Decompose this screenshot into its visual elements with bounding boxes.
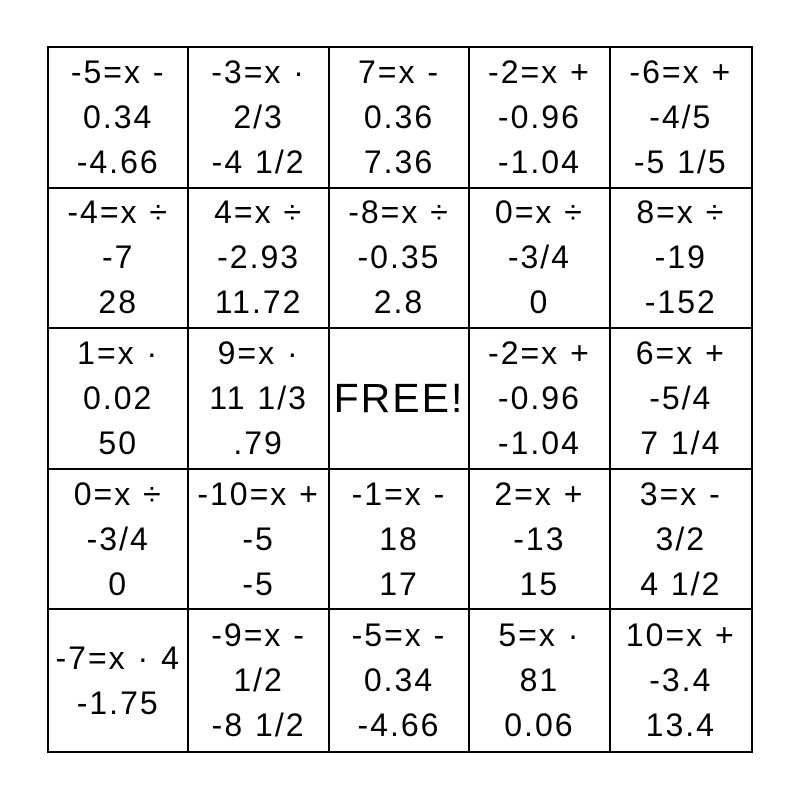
bingo-cell[interactable]: 4=x ÷ -2.93 11.72	[189, 188, 330, 330]
cell-equation: -2=x + -0.96 -1.04	[488, 334, 591, 461]
bingo-cell[interactable]: -1=x - 18 17	[329, 469, 471, 611]
bingo-cell[interactable]: -5=x - 0.34 -4.66	[330, 610, 471, 751]
bingo-cell[interactable]: 9=x · 11 1/3 .79	[189, 329, 330, 470]
cell-equation: 9=x · 11 1/3 .79	[209, 334, 308, 461]
bingo-cell[interactable]: 7=x - 0.36 7.36	[329, 48, 471, 189]
cell-equation: 2=x + -13 15	[494, 475, 585, 602]
bingo-cell[interactable]: 1=x · 0.02 50	[49, 329, 190, 470]
cell-equation: -3=x · 2/3 -4 1/2	[211, 53, 306, 180]
bingo-cell[interactable]: -5=x - 0.34 -4.66	[49, 48, 190, 189]
cell-equation: -7=x · 4 -1.75	[55, 639, 181, 721]
cell-equation: -4=x ÷ -7 28	[67, 194, 169, 321]
cell-equation: 0=x ÷ -3/4 0	[73, 475, 163, 602]
bingo-cell[interactable]: 6=x + -5/4 7 1/4	[610, 329, 751, 470]
cell-equation: -9=x - 1/2 -8 1/2	[211, 617, 306, 744]
bingo-cell[interactable]: -3=x · 2/3 -4 1/2	[189, 48, 330, 189]
cell-equation: -6=x + -4/5 -5 1/5	[629, 53, 733, 180]
bingo-cell[interactable]: -8=x ÷ -0.35 2.8	[329, 188, 471, 330]
cell-equation: 7=x - 0.36 7.36	[357, 53, 440, 180]
bingo-card: -5=x - 0.34 -4.66 -3=x · 2/3 -4 1/2 7=x …	[47, 46, 753, 753]
cell-equation: 5=x · 81 0.06	[498, 617, 581, 744]
cell-equation: -2=x + -0.96 -1.04	[488, 53, 591, 180]
bingo-cell[interactable]: 5=x · 81 0.06	[470, 610, 611, 751]
cell-equation: 4=x ÷ -2.93 11.72	[214, 194, 304, 321]
cell-equation: 10=x + -3.4 13.4	[625, 617, 736, 744]
cell-equation: -8=x ÷ -0.35 2.8	[348, 194, 450, 321]
cell-equation: -5=x - 0.34 -4.66	[70, 53, 166, 180]
bingo-cell[interactable]: -2=x + -0.96 -1.04	[470, 48, 611, 189]
bingo-cell[interactable]: -9=x - 1/2 -8 1/2	[189, 610, 330, 751]
cell-equation: 6=x + -5/4 7 1/4	[635, 334, 726, 461]
bingo-cell[interactable]: -7=x · 4 -1.75	[49, 610, 190, 751]
cell-equation: 3=x - 3/2 4 1/2	[639, 475, 722, 602]
bingo-cell[interactable]: -4=x ÷ -7 28	[49, 188, 190, 330]
cell-equation: -5=x - 0.34 -4.66	[351, 617, 447, 744]
free-space-cell[interactable]: FREE!	[329, 329, 471, 470]
cell-equation: 8=x ÷ -19 -152	[636, 194, 726, 321]
bingo-cell[interactable]: 0=x ÷ -3/4 0	[470, 188, 611, 330]
cell-equation: -10=x + -5 -5	[197, 475, 320, 602]
bingo-cell[interactable]: 2=x + -13 15	[470, 469, 611, 611]
bingo-cell[interactable]: -2=x + -0.96 -1.04	[470, 329, 611, 470]
bingo-cell[interactable]: 0=x ÷ -3/4 0	[49, 469, 190, 611]
cell-equation: 0=x ÷ -3/4 0	[494, 194, 584, 321]
cell-equation: 1=x · 0.02 50	[77, 334, 160, 461]
bingo-cell[interactable]: -10=x + -5 -5	[189, 469, 330, 611]
cell-equation: -1=x - 18 17	[351, 475, 447, 602]
bingo-cell[interactable]: 3=x - 3/2 4 1/2	[610, 470, 751, 611]
free-space-label: FREE!	[333, 375, 465, 422]
bingo-cell[interactable]: 8=x ÷ -19 -152	[610, 189, 751, 330]
bingo-cell[interactable]: 10=x + -3.4 13.4	[611, 610, 751, 751]
bingo-cell[interactable]: -6=x + -4/5 -5 1/5	[610, 48, 751, 189]
